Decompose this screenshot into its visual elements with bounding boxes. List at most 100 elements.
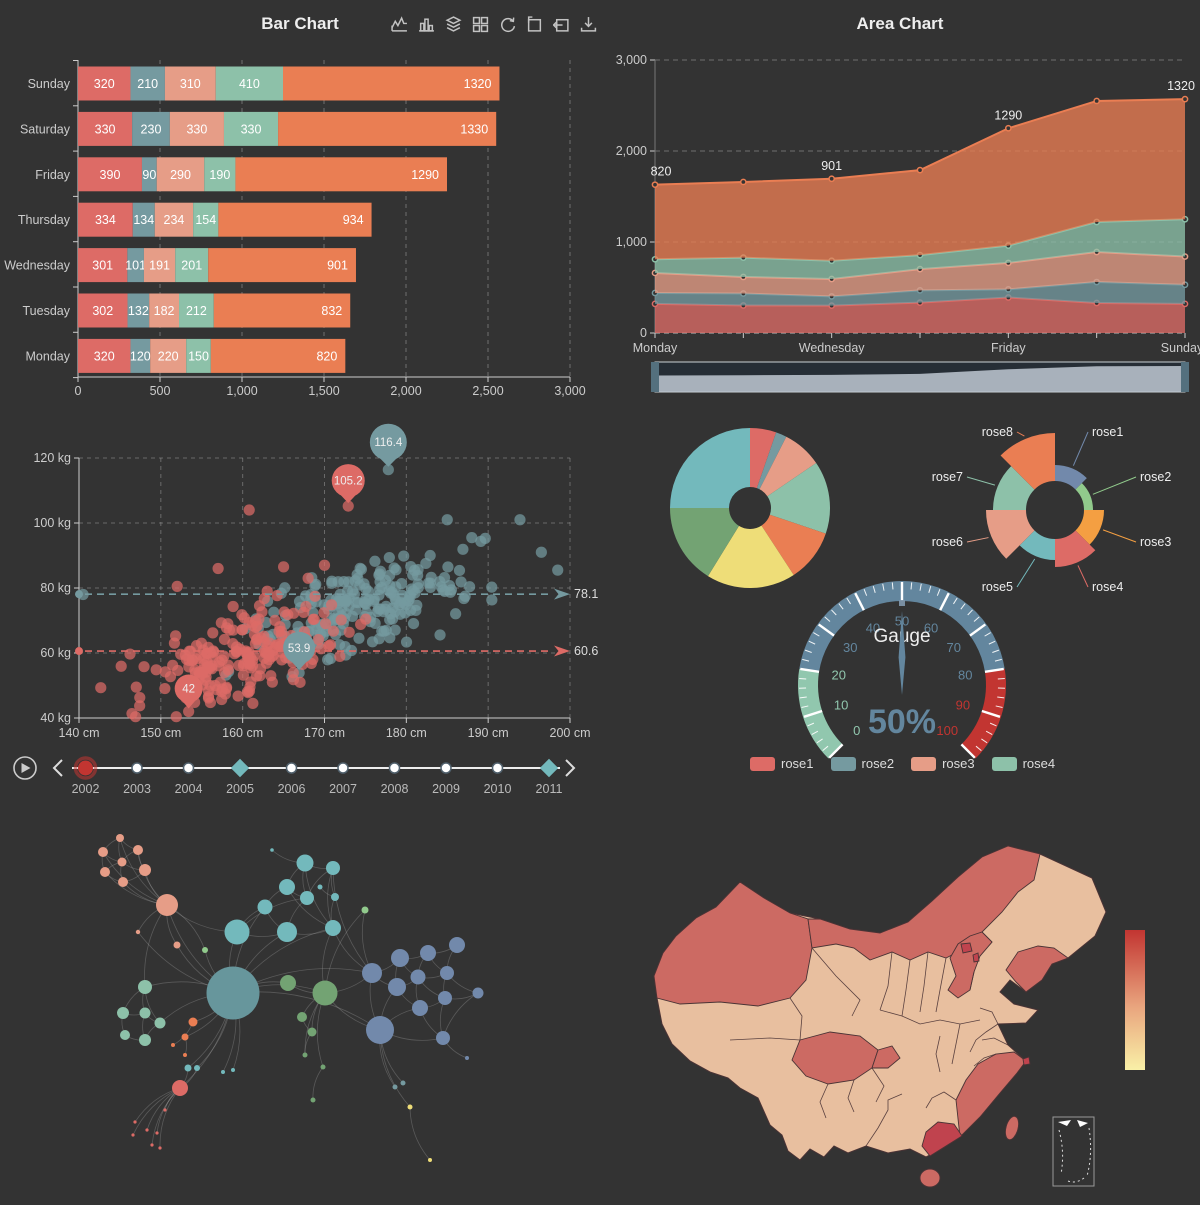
graph-node — [420, 945, 436, 961]
map-taiwan — [1003, 1115, 1021, 1141]
graph-node — [362, 963, 382, 983]
graph-node — [465, 1056, 469, 1060]
markpoint-label: 53.9 — [288, 643, 310, 655]
svg-text:201: 201 — [181, 259, 202, 273]
legend-label-rose4: rose4 — [1023, 756, 1056, 771]
legend-label-rose1: rose1 — [781, 756, 814, 771]
graph-node — [326, 861, 340, 875]
graph-node — [277, 922, 297, 942]
gauge-chart: 0102030405060708090100Gauge50% — [798, 581, 1006, 759]
markline-label: 78.1 — [574, 587, 598, 601]
area-point-label: 1290 — [994, 108, 1022, 122]
legend: rose1 rose2 rose3 rose4 — [750, 756, 1055, 771]
timeline-node-2002[interactable] — [76, 758, 96, 778]
svg-text:160 cm: 160 cm — [222, 726, 263, 740]
timeline-node-2004[interactable] — [184, 763, 194, 773]
graph-node — [331, 893, 339, 901]
svg-text:60 kg: 60 kg — [40, 646, 71, 660]
graph-node — [118, 877, 128, 887]
legend-label-rose3: rose3 — [942, 756, 975, 771]
svg-text:150: 150 — [188, 349, 209, 363]
toolbox — [391, 16, 597, 33]
svg-text:100: 100 — [936, 723, 958, 738]
data-zoom-back-icon[interactable] — [553, 16, 570, 33]
timeline-node-2011[interactable] — [540, 759, 558, 777]
area-point-label: 820 — [651, 165, 672, 179]
timeline-node-2009[interactable] — [441, 763, 451, 773]
legend-swatch-rose4 — [992, 757, 1017, 771]
graph-node — [172, 1080, 188, 1096]
datazoom-slider[interactable] — [651, 362, 1189, 392]
restore-icon[interactable] — [499, 16, 516, 33]
magic-line-icon[interactable] — [391, 16, 408, 33]
timeline-year-label: 2009 — [432, 782, 460, 796]
graph-node — [120, 1030, 130, 1040]
svg-text:190 cm: 190 cm — [468, 726, 509, 740]
svg-text:220: 220 — [158, 349, 179, 363]
timeline-year-label: 2010 — [484, 782, 512, 796]
legend-item-rose2[interactable]: rose2 — [831, 756, 895, 771]
timeline-year-label: 2006 — [278, 782, 306, 796]
pie-chart[interactable] — [670, 428, 830, 588]
timeline-node-2006[interactable] — [287, 763, 297, 773]
datazoom-handle-right[interactable] — [1181, 362, 1189, 392]
magic-stack-icon[interactable] — [445, 16, 462, 33]
timeline-node-2010[interactable] — [493, 763, 503, 773]
svg-text:310: 310 — [180, 77, 201, 91]
svg-text:90: 90 — [142, 168, 156, 182]
graph-node — [189, 1018, 198, 1027]
graph-node — [411, 970, 426, 985]
graph-node — [362, 907, 369, 914]
legend-item-rose3[interactable]: rose3 — [911, 756, 975, 771]
graph-node — [185, 1065, 192, 1072]
play-icon — [22, 763, 31, 773]
timeline-node-2003[interactable] — [132, 763, 142, 773]
svg-text:500: 500 — [150, 384, 171, 398]
rose-slice-rose2 — [1076, 483, 1093, 510]
graph-node — [202, 947, 208, 953]
timeline-node-2007[interactable] — [338, 763, 348, 773]
svg-text:234: 234 — [164, 213, 185, 227]
area-point-label: 1320 — [1167, 79, 1195, 93]
timeline-node-2005[interactable] — [231, 759, 249, 777]
graph-nodes[interactable] — [98, 834, 484, 1162]
graph-node — [303, 1053, 308, 1058]
svg-text:212: 212 — [186, 304, 207, 318]
markpoint-label: 105.2 — [334, 476, 363, 488]
graph-node — [174, 942, 181, 949]
bar-category-label: Friday — [35, 168, 70, 182]
save-image-icon[interactable] — [580, 16, 597, 33]
map-hainan — [920, 1169, 940, 1187]
magic-tiled-icon[interactable] — [472, 16, 489, 33]
timeline-node-2008[interactable] — [390, 763, 400, 773]
area-series[interactable] — [652, 97, 1187, 333]
timeline-play-button[interactable] — [14, 757, 36, 779]
legend-item-rose1[interactable]: rose1 — [750, 756, 814, 771]
svg-text:0: 0 — [640, 326, 647, 340]
graph-node — [136, 930, 140, 934]
svg-text:2,000: 2,000 — [616, 144, 647, 158]
svg-text:1,000: 1,000 — [226, 384, 257, 398]
china-map[interactable] — [654, 846, 1106, 1187]
rose-chart[interactable] — [986, 433, 1104, 567]
timeline-prev-arrow[interactable] — [54, 760, 62, 776]
svg-text:134: 134 — [133, 213, 154, 227]
magic-bar-icon[interactable] — [418, 16, 435, 33]
markline-label: 60.6 — [574, 644, 598, 658]
timeline-next-arrow[interactable] — [566, 760, 574, 776]
legend-label-rose2: rose2 — [862, 756, 895, 771]
gauge-value: 50% — [868, 703, 936, 741]
graph-node — [366, 1016, 394, 1044]
datazoom-handle-left[interactable] — [651, 362, 659, 392]
data-zoom-icon[interactable] — [526, 16, 543, 33]
svg-text:180 cm: 180 cm — [386, 726, 427, 740]
graph-node — [145, 1128, 148, 1131]
visualmap-colorbar[interactable] — [1125, 930, 1145, 1070]
legend-item-rose4[interactable]: rose4 — [992, 756, 1056, 771]
svg-text:Monday: Monday — [633, 341, 678, 355]
